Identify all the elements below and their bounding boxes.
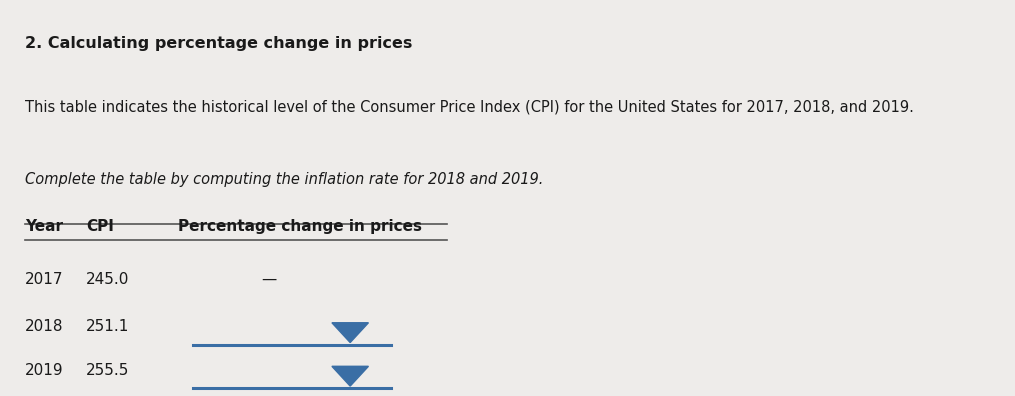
Text: This table indicates the historical level of the Consumer Price Index (CPI) for : This table indicates the historical leve… — [25, 99, 915, 114]
Text: Year: Year — [25, 219, 63, 234]
Text: 2017: 2017 — [25, 272, 64, 287]
Text: 245.0: 245.0 — [86, 272, 130, 287]
Polygon shape — [332, 366, 368, 386]
Text: 2. Calculating percentage change in prices: 2. Calculating percentage change in pric… — [25, 36, 413, 51]
Text: CPI: CPI — [86, 219, 114, 234]
Text: —: — — [261, 272, 277, 287]
Text: Percentage change in prices: Percentage change in prices — [178, 219, 421, 234]
Text: 2018: 2018 — [25, 319, 64, 334]
Text: 2019: 2019 — [25, 363, 64, 378]
Text: 251.1: 251.1 — [86, 319, 130, 334]
Text: Complete the table by computing the inflation rate for 2018 and 2019.: Complete the table by computing the infl… — [25, 172, 544, 187]
Polygon shape — [332, 323, 368, 343]
Text: 255.5: 255.5 — [86, 363, 130, 378]
